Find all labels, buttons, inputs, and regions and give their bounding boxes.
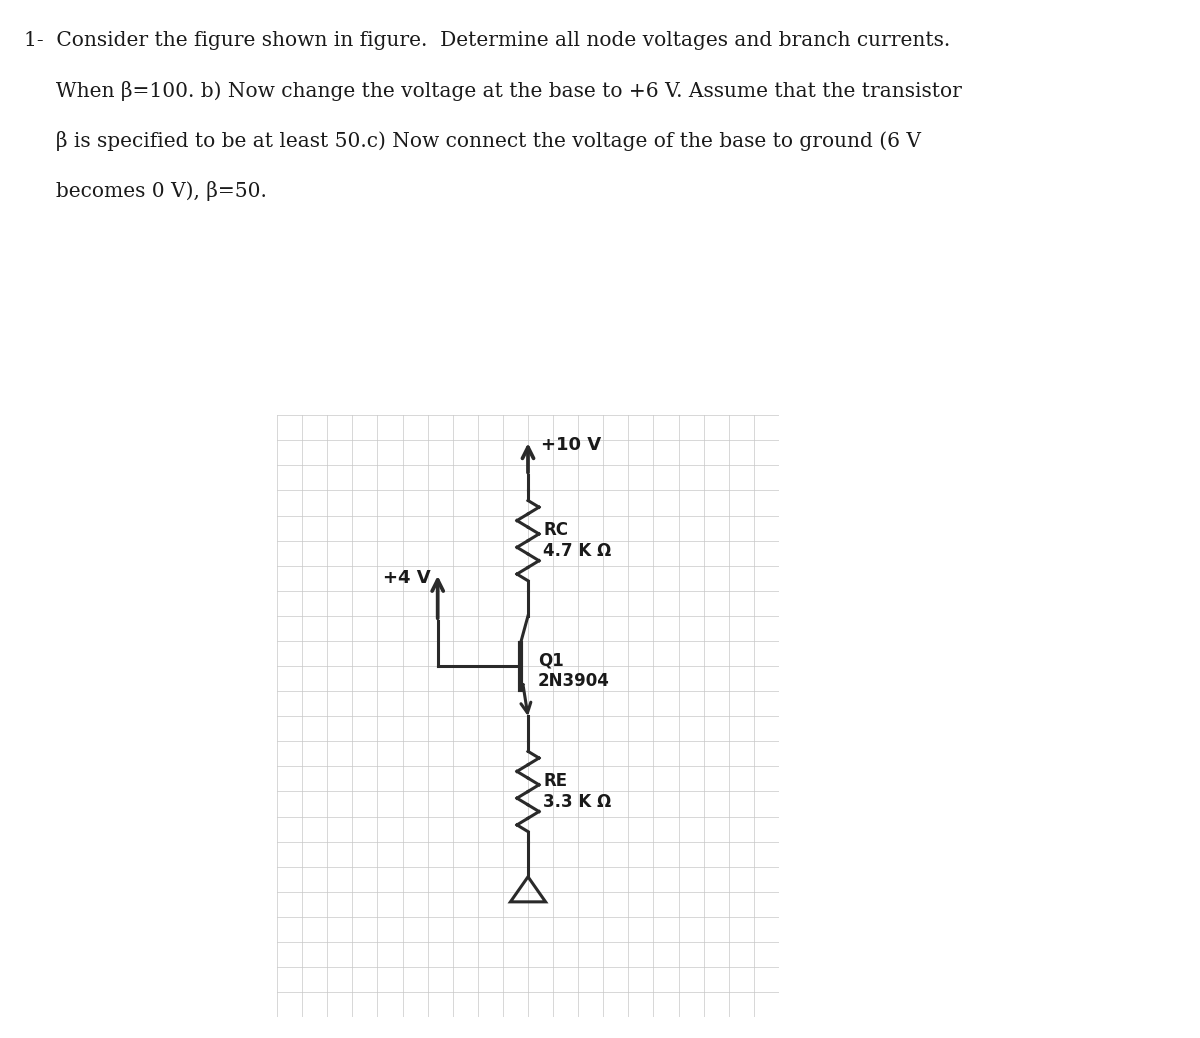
Text: β is specified to be at least 50.c) Now connect the voltage of the base to groun: β is specified to be at least 50.c) Now … — [24, 131, 922, 151]
Text: RC
4.7 K Ω: RC 4.7 K Ω — [544, 521, 611, 561]
Text: 1-  Consider the figure shown in figure.  Determine all node voltages and branch: 1- Consider the figure shown in figure. … — [24, 31, 950, 50]
Text: becomes 0 V), β=50.: becomes 0 V), β=50. — [24, 181, 266, 200]
Text: RE
3.3 K Ω: RE 3.3 K Ω — [544, 772, 611, 811]
Text: Q1
2N3904: Q1 2N3904 — [538, 652, 610, 690]
Text: +4 V: +4 V — [383, 569, 430, 588]
Text: When β=100. b) Now change the voltage at the base to +6 V. Assume that the trans: When β=100. b) Now change the voltage at… — [24, 81, 962, 101]
Text: +10 V: +10 V — [540, 436, 601, 455]
